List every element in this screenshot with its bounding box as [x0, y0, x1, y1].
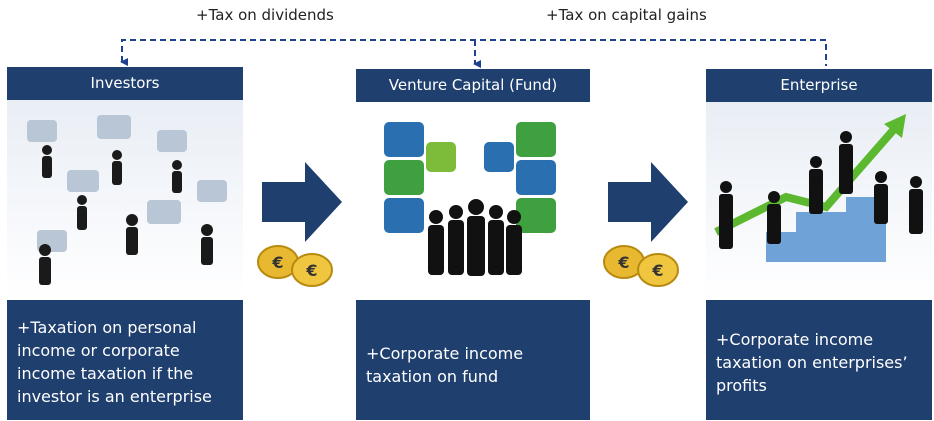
description-line: income taxation if the [17, 362, 243, 385]
column-header: Investors [7, 67, 243, 100]
diagram: € € € € +Tax on dividends +Tax on capita… [0, 0, 934, 421]
description-line: +Taxation on personal [17, 316, 243, 339]
tax-label: +Tax on dividends [196, 6, 334, 24]
column-description: +Corporate income taxation on enterprise… [706, 300, 932, 420]
description-line: taxation on enterprises’ [716, 351, 932, 374]
svg-text:€: € [651, 261, 663, 280]
description-line: income or corporate [17, 339, 243, 362]
investors-illustration [7, 100, 243, 300]
fund-illustration [356, 102, 590, 300]
column-description: +Taxation on personal income or corporat… [7, 300, 243, 420]
column-header: Enterprise [706, 69, 932, 102]
svg-text:€: € [271, 253, 283, 272]
tax-label: +Tax on capital gains [546, 6, 707, 24]
description-line: taxation on fund [366, 365, 590, 388]
enterprise-illustration [706, 102, 932, 300]
description-line: +Corporate income [366, 342, 590, 365]
svg-text:€: € [617, 253, 629, 272]
flow-arrow [608, 162, 688, 242]
column-description: +Corporate income taxation on fund [356, 300, 590, 420]
description-line: profits [716, 374, 932, 397]
svg-text:€: € [305, 261, 317, 280]
flow-arrow [262, 162, 342, 242]
description-line: +Corporate income [716, 328, 932, 351]
column-header: Venture Capital (Fund) [356, 69, 590, 102]
description-line: investor is an enterprise [17, 385, 243, 408]
